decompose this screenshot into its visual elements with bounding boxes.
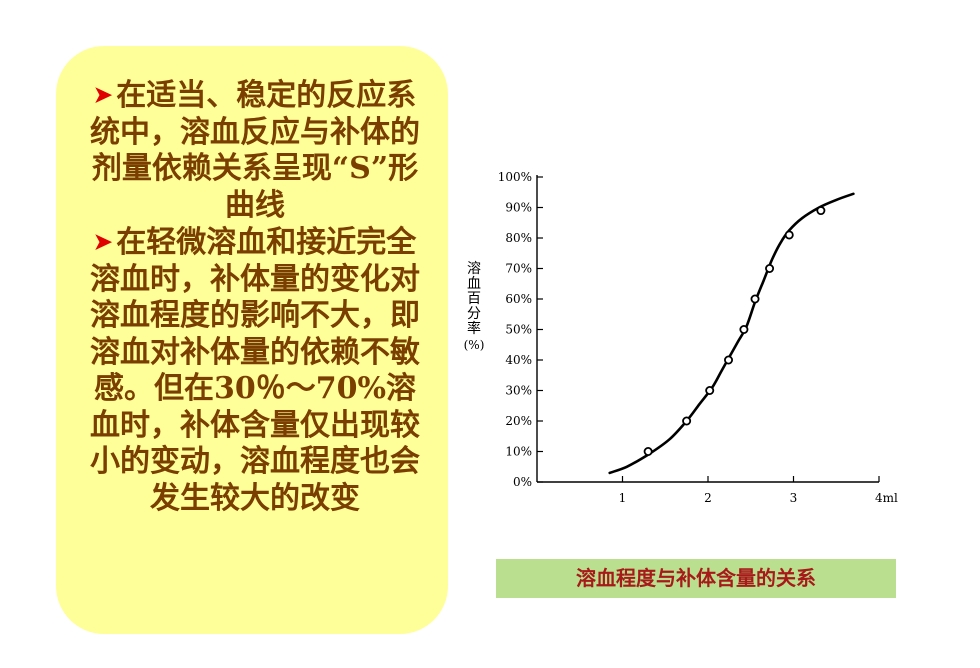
data-point (643, 446, 653, 456)
y-tick-label: 80% (505, 231, 532, 245)
x-tick-label: 3 (790, 491, 798, 505)
y-axis-label-text: 溶血百分率 (462, 262, 486, 337)
x-tick-label: 2 (704, 491, 712, 505)
y-tick-label: 50% (505, 323, 532, 337)
chart-canvas: 0% 10% 20% 30% 40% 50% 60% 70% 80% 90% 100% 1 2 3 4ml (498, 170, 898, 505)
y-tick-label: 90% (505, 201, 532, 215)
y-tick-label: 20% (505, 414, 532, 428)
data-point (816, 206, 826, 216)
chart-ticks: 0% 10% 20% 30% 40% 50% 60% 70% 80% 90% 100% 1 2 3 4ml (498, 170, 898, 505)
bullet-item-1: ➤ 在适当、稳定的反应系统中，溶血反应与补体的剂量依赖关系呈现“S”形曲线 (80, 77, 430, 224)
y-tick-label: 70% (505, 262, 532, 276)
y-tick-label: 10% (505, 445, 532, 459)
bullet-arrow-icon: ➤ (93, 229, 113, 255)
data-point (705, 385, 715, 395)
chart-series (608, 192, 855, 475)
y-tick-label: 30% (505, 384, 532, 398)
y-axis-label-char: 率 (467, 321, 481, 337)
chart-axes (536, 175, 879, 483)
y-axis-label-char: 百 (467, 291, 481, 307)
data-point (765, 264, 775, 274)
data-point (739, 324, 749, 334)
x-tick-label: 1 (619, 491, 627, 505)
y-tick-label: 0% (513, 475, 532, 489)
y-tick-label: 100% (498, 170, 532, 184)
s-curve-chart: 0% 10% 20% 30% 40% 50% 60% 70% 80% 90% 100% 1 2 3 4ml (455, 150, 925, 515)
y-axis-label-char: 分 (467, 306, 481, 322)
y-axis-label-unit: (%) (463, 338, 485, 352)
data-point (750, 294, 760, 304)
x-tick-label: 4ml (875, 491, 898, 505)
bullet-arrow-icon: ➤ (93, 82, 113, 108)
y-axis-label-char: 血 (467, 276, 481, 292)
text-panel-content: ➤ 在适当、稳定的反应系统中，溶血反应与补体的剂量依赖关系呈现“S”形曲线 ➤ 在轻… (80, 77, 430, 517)
y-axis-label-char: 溶 (467, 261, 481, 277)
chart-caption: 溶血程度与补体含量的关系 (496, 559, 896, 598)
data-point (724, 355, 734, 365)
y-tick-label: 60% (505, 292, 532, 306)
bullet-text-2: 在轻微溶血和接近完全溶血时，补体量的变化对溶血程度的影响不大，即溶血对补体量的依… (90, 225, 420, 516)
series-line (608, 192, 855, 475)
y-axis-label: 溶血百分率 (%) (462, 262, 486, 353)
bullet-item-2: ➤ 在轻微溶血和接近完全溶血时，补体量的变化对溶血程度的影响不大，即溶血对补体量的… (80, 224, 430, 517)
data-point (784, 230, 794, 240)
bullet-text-1: 在适当、稳定的反应系统中，溶血反应与补体的剂量依赖关系呈现“S”形曲线 (90, 78, 420, 223)
data-point (682, 416, 692, 426)
y-tick-label: 40% (505, 353, 532, 367)
text-panel: ➤ 在适当、稳定的反应系统中，溶血反应与补体的剂量依赖关系呈现“S”形曲线 ➤ 在轻… (56, 46, 448, 634)
chart-caption-text: 溶血程度与补体含量的关系 (576, 566, 816, 590)
